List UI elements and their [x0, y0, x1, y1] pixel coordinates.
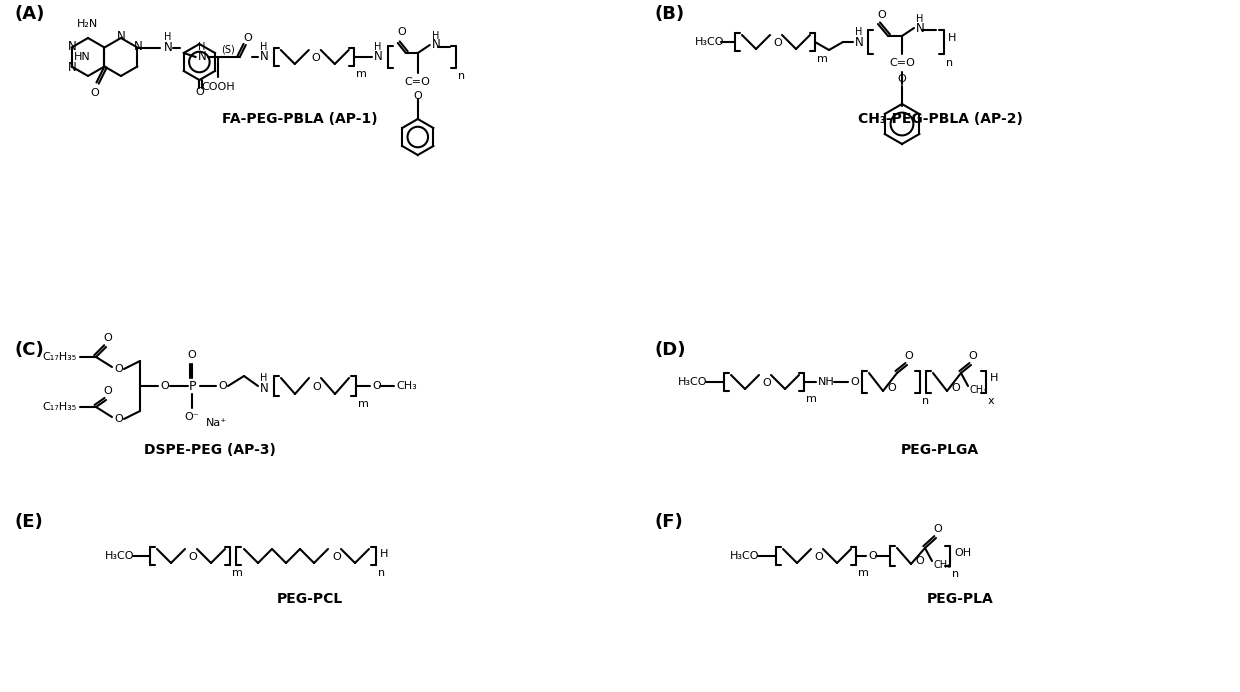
Text: (F): (F): [655, 513, 683, 531]
Text: (B): (B): [655, 5, 686, 23]
Text: (C): (C): [15, 341, 45, 359]
Text: H: H: [373, 42, 381, 52]
Text: N: N: [134, 40, 143, 53]
Text: N: N: [117, 30, 125, 42]
Text: H₂N: H₂N: [77, 19, 99, 29]
Text: C=O: C=O: [889, 58, 915, 68]
Text: COOH: COOH: [201, 82, 234, 92]
Text: O: O: [868, 551, 877, 561]
Text: H: H: [379, 549, 388, 559]
Text: O: O: [218, 381, 227, 391]
Text: O: O: [951, 383, 960, 393]
Text: H₃CO: H₃CO: [678, 377, 708, 387]
Text: N: N: [197, 51, 207, 64]
Text: O: O: [312, 382, 321, 392]
Text: H: H: [197, 42, 205, 52]
Text: O: O: [91, 89, 99, 98]
Text: H₃CO: H₃CO: [105, 551, 134, 561]
Text: C=O: C=O: [404, 77, 430, 87]
Text: O: O: [114, 364, 123, 374]
Text: m: m: [858, 568, 869, 578]
Text: O: O: [243, 33, 252, 43]
Text: N: N: [259, 51, 269, 64]
Text: H: H: [165, 32, 171, 42]
Text: m: m: [817, 54, 828, 64]
Text: N: N: [373, 51, 382, 64]
Text: C₁₇H₃₅: C₁₇H₃₅: [42, 402, 76, 412]
Text: O: O: [160, 381, 169, 391]
Text: O: O: [195, 87, 203, 97]
Text: O: O: [898, 74, 906, 84]
Text: N: N: [856, 35, 864, 48]
Text: O: O: [905, 351, 914, 361]
Text: N: N: [68, 40, 77, 53]
Text: O: O: [332, 552, 341, 562]
Text: m: m: [358, 399, 368, 409]
Text: P: P: [188, 379, 196, 392]
Text: H: H: [990, 373, 998, 383]
Text: H: H: [856, 27, 862, 37]
Text: (S): (S): [221, 45, 234, 55]
Text: O: O: [934, 524, 942, 534]
Text: O: O: [813, 552, 823, 562]
Text: H₃CO: H₃CO: [730, 551, 759, 561]
Text: O: O: [188, 552, 197, 562]
Text: N: N: [916, 21, 925, 35]
Text: HN: HN: [73, 52, 91, 62]
Text: n: n: [946, 58, 954, 68]
Text: O: O: [915, 556, 924, 566]
Text: n: n: [378, 568, 386, 578]
Text: O: O: [849, 377, 859, 387]
Text: OH: OH: [954, 548, 971, 558]
Text: N: N: [432, 39, 440, 51]
Text: O: O: [887, 383, 895, 393]
Text: N: N: [68, 61, 77, 74]
Text: (A): (A): [15, 5, 46, 23]
Text: H: H: [260, 373, 268, 383]
Text: m: m: [356, 69, 367, 79]
Text: O: O: [187, 350, 196, 360]
Text: O: O: [773, 38, 781, 48]
Text: O: O: [763, 378, 771, 388]
Text: H₃CO: H₃CO: [694, 37, 724, 47]
Text: H: H: [259, 42, 267, 52]
Text: DSPE-PEG (AP-3): DSPE-PEG (AP-3): [144, 443, 277, 457]
Text: PEG-PCL: PEG-PCL: [277, 592, 343, 606]
Text: N: N: [165, 41, 174, 54]
Text: O: O: [104, 386, 113, 396]
Text: CH₃: CH₃: [934, 560, 952, 570]
Text: O: O: [413, 91, 422, 101]
Text: n: n: [952, 569, 959, 579]
Text: O: O: [372, 381, 381, 391]
Text: CH₃: CH₃: [970, 385, 988, 395]
Text: C₁₇H₃₅: C₁₇H₃₅: [42, 352, 76, 362]
Text: n: n: [923, 396, 929, 406]
Text: N: N: [260, 381, 269, 394]
Text: NH: NH: [818, 377, 835, 387]
Text: (D): (D): [655, 341, 687, 359]
Text: PEG-PLA: PEG-PLA: [926, 592, 993, 606]
Text: O: O: [878, 10, 887, 20]
Text: (E): (E): [15, 513, 43, 531]
Text: n: n: [458, 71, 465, 81]
Text: O: O: [311, 53, 320, 63]
Text: m: m: [806, 394, 817, 404]
Text: O: O: [397, 27, 407, 37]
Text: O: O: [968, 351, 977, 361]
Text: H: H: [949, 33, 956, 43]
Text: CH₃: CH₃: [396, 381, 417, 391]
Text: H: H: [432, 31, 439, 41]
Text: m: m: [232, 568, 243, 578]
Text: Na⁺: Na⁺: [206, 418, 227, 428]
Text: O: O: [104, 333, 113, 343]
Text: H: H: [916, 14, 924, 24]
Text: O: O: [114, 414, 123, 424]
Text: O⁻: O⁻: [185, 412, 200, 422]
Text: FA-PEG-PBLA (AP-1): FA-PEG-PBLA (AP-1): [222, 112, 378, 126]
Text: CH₃-PEG-PBLA (AP-2): CH₃-PEG-PBLA (AP-2): [858, 112, 1023, 126]
Text: x: x: [988, 396, 994, 406]
Text: PEG-PLGA: PEG-PLGA: [901, 443, 980, 457]
